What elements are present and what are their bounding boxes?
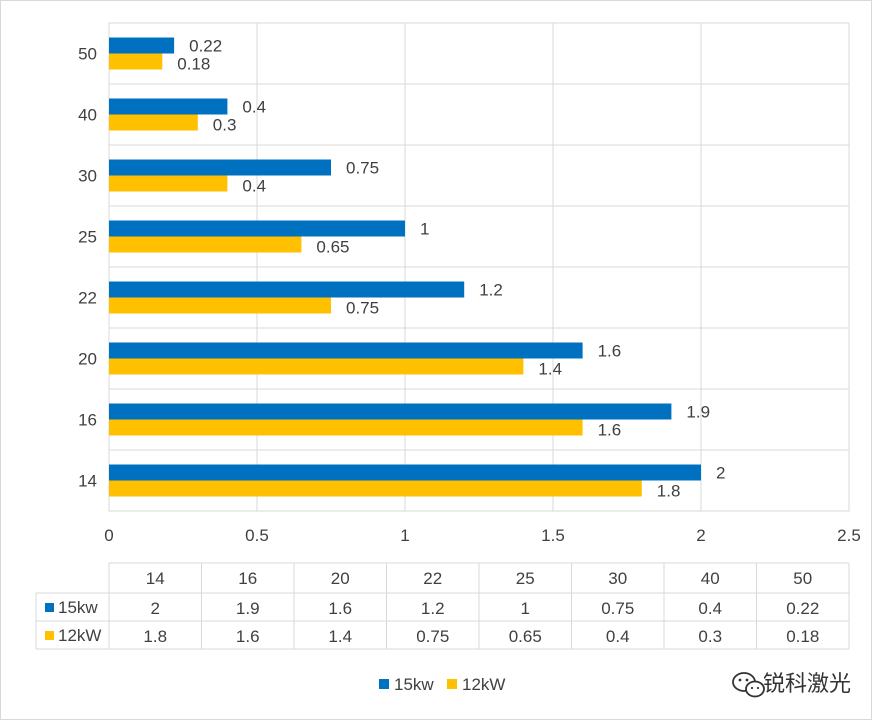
table-cell: 2	[151, 599, 160, 618]
table-cell: 1.2	[421, 599, 445, 618]
table-cell: 0.65	[509, 627, 542, 646]
y-tick-label: 25	[78, 228, 97, 247]
bars	[109, 37, 701, 497]
bar-12kW	[109, 480, 642, 497]
y-tick-label: 14	[78, 472, 97, 491]
bar-15kw	[109, 403, 672, 420]
data-label-12kW: 0.65	[316, 238, 349, 257]
y-tick-label: 22	[78, 289, 97, 308]
table-header-cell: 25	[516, 569, 535, 588]
data-label-15kw: 1.6	[598, 342, 622, 361]
table-header-cell: 14	[146, 569, 165, 588]
bar-12kW	[109, 236, 302, 253]
data-label-12kW: 0.4	[242, 177, 266, 196]
bar-12kW	[109, 419, 583, 436]
bar-15kw	[109, 159, 331, 176]
y-tick-label: 16	[78, 411, 97, 430]
legend-label-12kW: 12kW	[462, 675, 505, 694]
watermark-text: 锐科激光	[763, 671, 851, 696]
data-label-15kw: 1	[420, 220, 429, 239]
table-cell: 0.18	[786, 627, 819, 646]
table-cell: 0.75	[416, 627, 449, 646]
data-label-12kW: 0.3	[213, 116, 237, 135]
table-cell: 0.4	[606, 627, 630, 646]
data-label-12kW: 0.18	[177, 55, 210, 74]
data-label-12kW: 0.75	[346, 299, 379, 318]
table-cell: 1.9	[236, 599, 260, 618]
x-tick-label: 1.5	[541, 526, 565, 545]
y-axis-ticks: 14 16 20 22 25 30 40 50	[78, 45, 97, 491]
data-table: 14 16 20 22 25 30 40 50 15kw 2 1.9 1.6 1.2 1 0.75 0.4 0.…	[35, 562, 850, 650]
y-tick-label: 50	[78, 45, 97, 64]
table-cell: 1.4	[328, 627, 352, 646]
data-label-12kW: 1.6	[598, 421, 622, 440]
table-legend-key	[45, 603, 54, 612]
bar-12kW	[109, 297, 331, 314]
table-cell: 1	[521, 599, 530, 618]
table-cell: 0.4	[698, 599, 722, 618]
data-label-15kw: 1.9	[686, 403, 710, 422]
table-series-label: 12kW	[58, 626, 101, 645]
x-tick-label: 0	[104, 526, 113, 545]
table-legend-key	[45, 631, 54, 640]
bar-15kw	[109, 37, 175, 54]
y-tick-label: 20	[78, 350, 97, 369]
y-tick-label: 30	[78, 167, 97, 186]
x-tick-label: 2.5	[837, 526, 861, 545]
table-cell: 1.6	[328, 599, 352, 618]
legend-key-15kw	[379, 679, 389, 689]
table-header-cell: 50	[793, 569, 812, 588]
data-label-15kw: 0.4	[242, 98, 266, 117]
bar-15kw	[109, 220, 405, 237]
x-tick-label: 2	[696, 526, 705, 545]
legend-label-15kw: 15kw	[394, 675, 434, 694]
legend: 15kw 12kW	[379, 675, 505, 694]
bar-15kw	[109, 281, 465, 298]
x-tick-label: 0.5	[245, 526, 269, 545]
data-label-12kW: 1.8	[657, 482, 681, 501]
data-labels: 2 1.8 1.9 1.6 1.6 1.4 1.2 0.75 1 0.65 0.75 0.4 0.4 0.…	[177, 37, 725, 501]
data-label-15kw: 1.2	[479, 281, 503, 300]
bar-15kw	[109, 464, 701, 481]
table-header-cell: 30	[608, 569, 627, 588]
bar-12kW	[109, 53, 163, 70]
x-tick-label: 1	[400, 526, 409, 545]
bar-12kW	[109, 358, 524, 375]
table-header-cell: 40	[701, 569, 720, 588]
grid-lines	[108, 22, 850, 512]
table-series-label: 15kw	[58, 598, 98, 617]
table-cell: 1.6	[236, 627, 260, 646]
table-header-cell: 16	[238, 569, 257, 588]
watermark: 锐科激光	[732, 671, 851, 698]
table-cell: 0.3	[698, 627, 722, 646]
legend-key-12kW	[447, 679, 457, 689]
bar-15kw	[109, 342, 583, 359]
data-label-15kw: 2	[716, 464, 725, 483]
bar-12kW	[109, 175, 228, 192]
data-label-15kw: 0.22	[189, 37, 222, 56]
x-axis-ticks: 0 0.5 1 1.5 2 2.5	[104, 526, 861, 545]
data-label-12kW: 1.4	[538, 360, 562, 379]
wechat-icon	[732, 672, 765, 698]
table-header-cell: 22	[423, 569, 442, 588]
table-cell: 0.22	[786, 599, 819, 618]
bar-12kW	[109, 114, 198, 131]
table-cell: 0.75	[601, 599, 634, 618]
table-header-cell: 20	[331, 569, 350, 588]
bar-15kw	[109, 98, 228, 115]
table-cell: 1.8	[143, 627, 167, 646]
y-tick-label: 40	[78, 106, 97, 125]
data-label-15kw: 0.75	[346, 159, 379, 178]
